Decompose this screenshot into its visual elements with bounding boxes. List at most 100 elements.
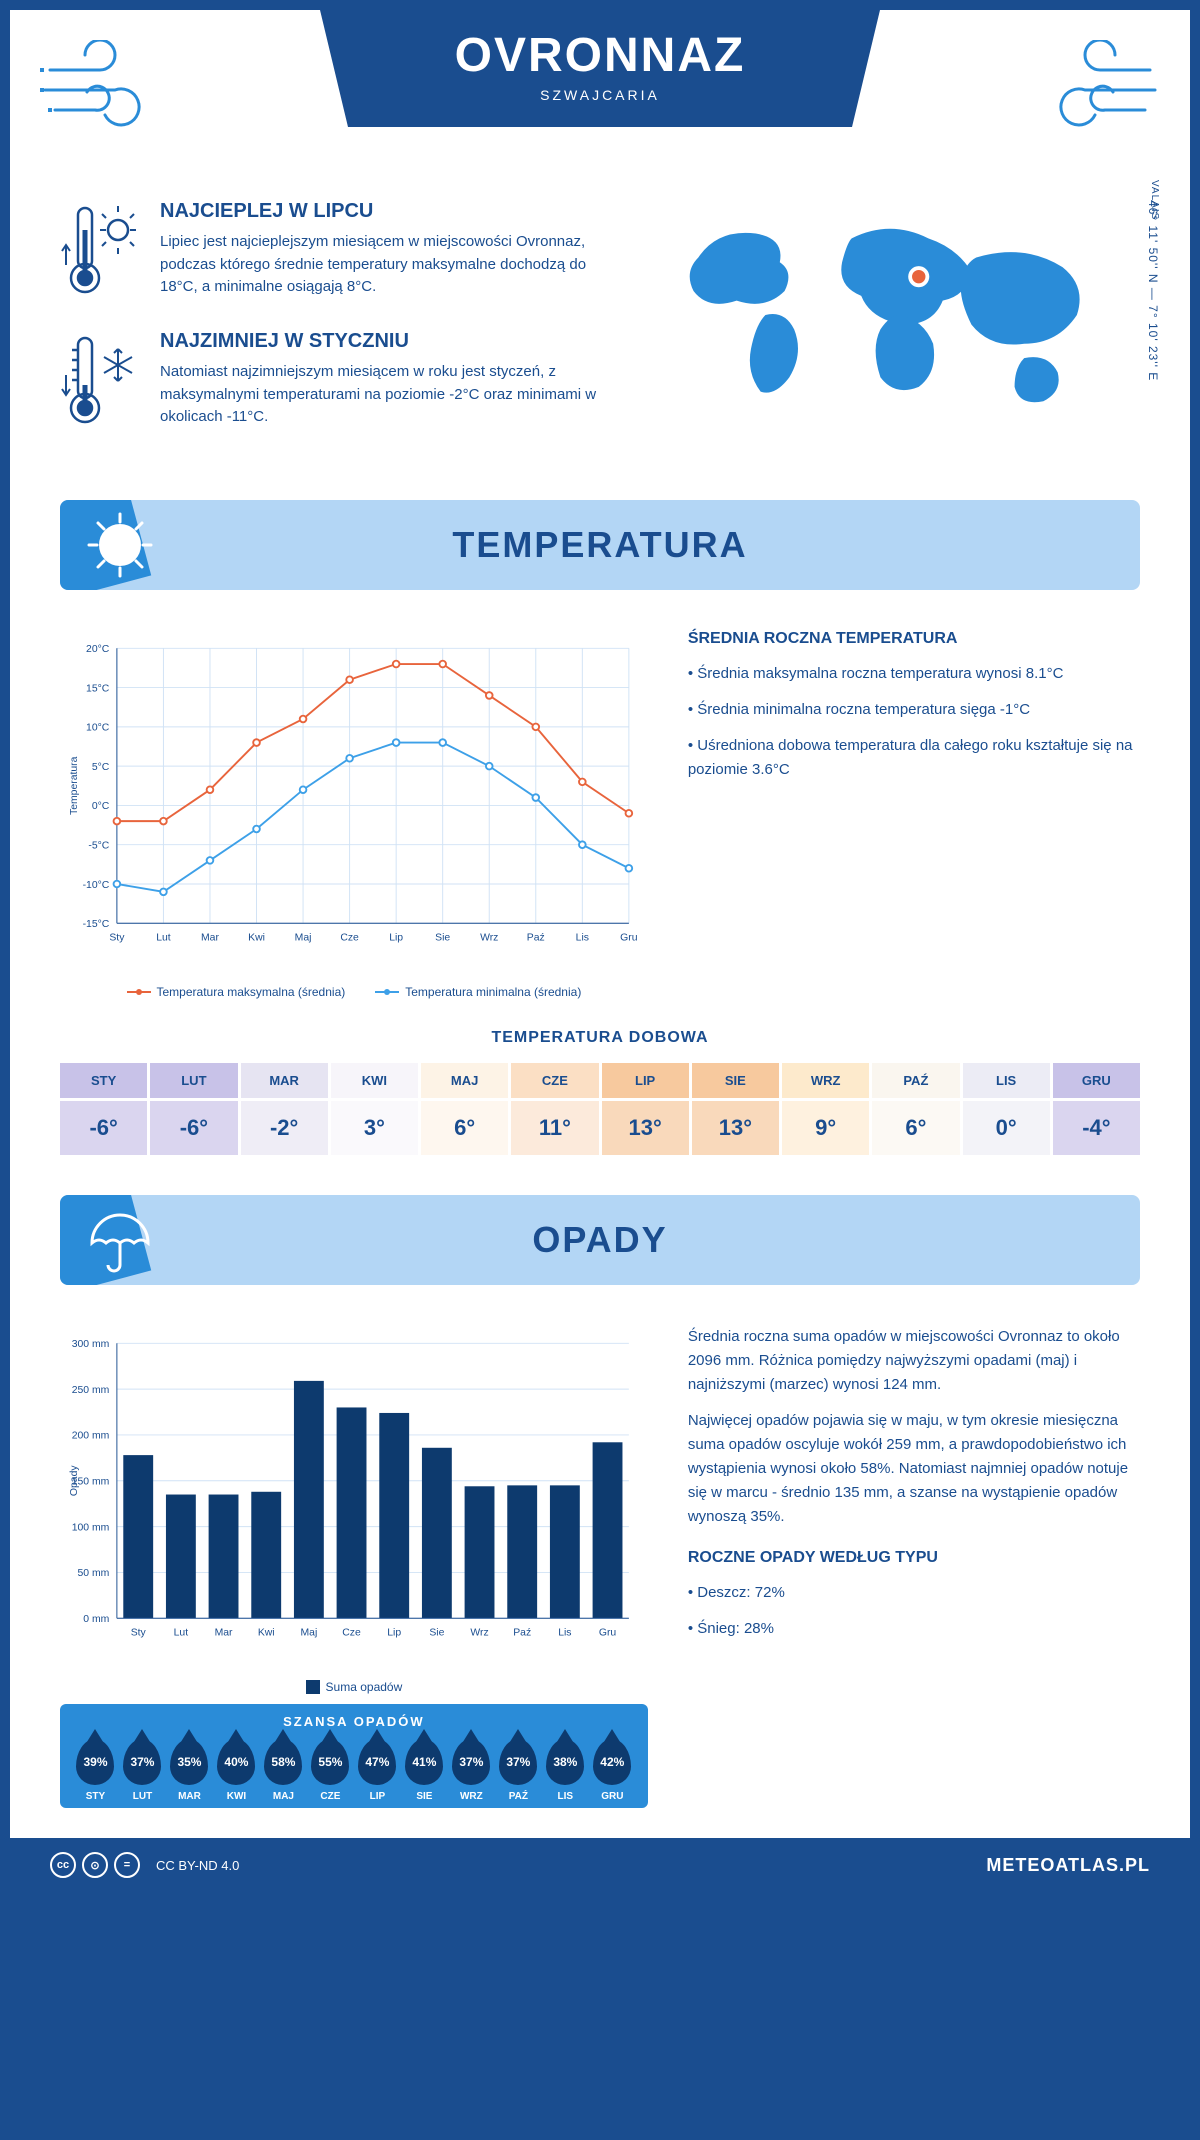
svg-text:Mar: Mar (201, 932, 219, 943)
chance-cell: 37% PAŹ (497, 1739, 540, 1802)
section-title: OPADY (60, 1219, 1140, 1261)
month-header: LUT (150, 1063, 237, 1098)
svg-text:Sty: Sty (109, 932, 125, 943)
svg-text:Sie: Sie (435, 932, 450, 943)
legend-label: Temperatura maksymalna (średnia) (157, 985, 346, 999)
legend-item: Temperatura maksymalna (średnia) (127, 985, 346, 999)
svg-text:Maj: Maj (295, 932, 312, 943)
chance-month-label: CZE (309, 1791, 352, 1802)
fact-coldest: NAJZIMNIEJ W STYCZNIU Natomiast najzimni… (60, 330, 620, 430)
chance-cell: 37% LUT (121, 1739, 164, 1802)
svg-text:Cze: Cze (342, 1627, 361, 1638)
raindrop-icon: 41% (405, 1739, 443, 1785)
legend-item: Suma opadów (306, 1680, 403, 1694)
temperature-summary: ŚREDNIA ROCZNA TEMPERATURA • Średnia mak… (688, 630, 1140, 999)
daily-temp-value: 0° (963, 1101, 1050, 1155)
daily-temp-value: -6° (150, 1101, 237, 1155)
license-badges: cc ⊙ = CC BY-ND 4.0 (50, 1852, 239, 1878)
chance-month-label: SIE (403, 1791, 446, 1802)
daily-temp-value: 3° (331, 1101, 418, 1155)
svg-text:10°C: 10°C (86, 723, 110, 734)
svg-text:20°C: 20°C (86, 644, 110, 655)
svg-text:Gru: Gru (620, 932, 638, 943)
chance-month-label: WRZ (450, 1791, 493, 1802)
summary-title: ŚREDNIA ROCZNA TEMPERATURA (688, 630, 1140, 648)
raindrop-icon: 47% (358, 1739, 396, 1785)
daily-temp-value: 13° (602, 1101, 689, 1155)
fact-warmest-title: NAJCIEPLEJ W LIPCU (160, 200, 620, 223)
svg-text:15°C: 15°C (86, 683, 110, 694)
daily-temperature-table: TEMPERATURA DOBOWA STYLUTMARKWIMAJCZELIP… (10, 1029, 1190, 1195)
location-subtitle: SZWAJCARIA (360, 87, 840, 103)
chance-cell: 42% GRU (591, 1739, 634, 1802)
month-header: STY (60, 1063, 147, 1098)
cc-icon: cc (50, 1852, 76, 1878)
chance-title: SZANSA OPADÓW (74, 1714, 634, 1729)
svg-text:200 mm: 200 mm (72, 1431, 110, 1442)
svg-text:0 mm: 0 mm (83, 1614, 109, 1625)
fact-warmest: NAJCIEPLEJ W LIPCU Lipiec jest najcieple… (60, 200, 620, 300)
chance-month-label: LUT (121, 1791, 164, 1802)
precipitation-chart: 0 mm50 mm100 mm150 mm200 mm250 mm300 mmS… (60, 1325, 648, 1694)
svg-text:Opady: Opady (69, 1465, 80, 1496)
location-marker-icon (910, 268, 927, 285)
svg-text:Mar: Mar (215, 1627, 233, 1638)
license-text: CC BY-ND 4.0 (156, 1858, 239, 1873)
raindrop-icon: 35% (170, 1739, 208, 1785)
raindrop-icon: 55% (311, 1739, 349, 1785)
daily-temp-value: 6° (421, 1101, 508, 1155)
thermometer-cold-icon (60, 330, 140, 430)
raindrop-icon: 37% (499, 1739, 537, 1785)
svg-text:-15°C: -15°C (83, 919, 110, 930)
svg-text:-10°C: -10°C (83, 880, 110, 891)
legend-item: Temperatura minimalna (średnia) (375, 985, 581, 999)
month-header: PAŹ (872, 1063, 959, 1098)
svg-text:50 mm: 50 mm (77, 1568, 109, 1579)
svg-text:Lut: Lut (156, 932, 171, 943)
section-header-precipitation: OPADY (60, 1195, 1140, 1285)
month-header: CZE (511, 1063, 598, 1098)
sun-icon (85, 510, 155, 580)
raindrop-icon: 37% (452, 1739, 490, 1785)
svg-text:Lis: Lis (576, 932, 589, 943)
chance-month-label: GRU (591, 1791, 634, 1802)
month-header: KWI (331, 1063, 418, 1098)
chance-cell: 39% STY (74, 1739, 117, 1802)
summary-bullet: • Średnia minimalna roczna temperatura s… (688, 698, 1140, 722)
svg-text:250 mm: 250 mm (72, 1385, 110, 1396)
by-icon: ⊙ (82, 1852, 108, 1878)
svg-text:5°C: 5°C (92, 762, 110, 773)
raindrop-icon: 39% (76, 1739, 114, 1785)
chance-cell: 58% MAJ (262, 1739, 305, 1802)
raindrop-icon: 58% (264, 1739, 302, 1785)
svg-text:Kwi: Kwi (258, 1627, 275, 1638)
month-header: SIE (692, 1063, 779, 1098)
svg-text:Cze: Cze (340, 932, 359, 943)
chance-cell: 41% SIE (403, 1739, 446, 1802)
svg-text:Gru: Gru (599, 1627, 617, 1638)
nd-icon: = (114, 1852, 140, 1878)
header: OVRONNAZ SZWAJCARIA (10, 10, 1190, 170)
chance-month-label: LIS (544, 1791, 587, 1802)
thermometer-hot-icon (60, 200, 140, 300)
svg-text:Temperatura: Temperatura (69, 756, 80, 815)
raindrop-icon: 42% (593, 1739, 631, 1785)
daily-temp-value: 11° (511, 1101, 598, 1155)
section-title: TEMPERATURA (60, 524, 1140, 566)
fact-coldest-text: Natomiast najzimniejszym miesiącem w rok… (160, 361, 620, 429)
chance-cell: 37% WRZ (450, 1739, 493, 1802)
month-header: LIP (602, 1063, 689, 1098)
svg-text:Lip: Lip (389, 932, 403, 943)
legend-label: Temperatura minimalna (średnia) (405, 985, 581, 999)
summary-paragraph: Najwięcej opadów pojawia się w maju, w t… (688, 1409, 1140, 1529)
daily-temp-value: -2° (241, 1101, 328, 1155)
svg-text:Kwi: Kwi (248, 932, 265, 943)
chance-cell: 55% CZE (309, 1739, 352, 1802)
chance-cell: 40% KWI (215, 1739, 258, 1802)
chance-month-label: KWI (215, 1791, 258, 1802)
chance-cell: 35% MAR (168, 1739, 211, 1802)
chance-month-label: PAŹ (497, 1791, 540, 1802)
month-header: MAJ (421, 1063, 508, 1098)
chance-month-label: LIP (356, 1791, 399, 1802)
svg-text:Lut: Lut (174, 1627, 189, 1638)
